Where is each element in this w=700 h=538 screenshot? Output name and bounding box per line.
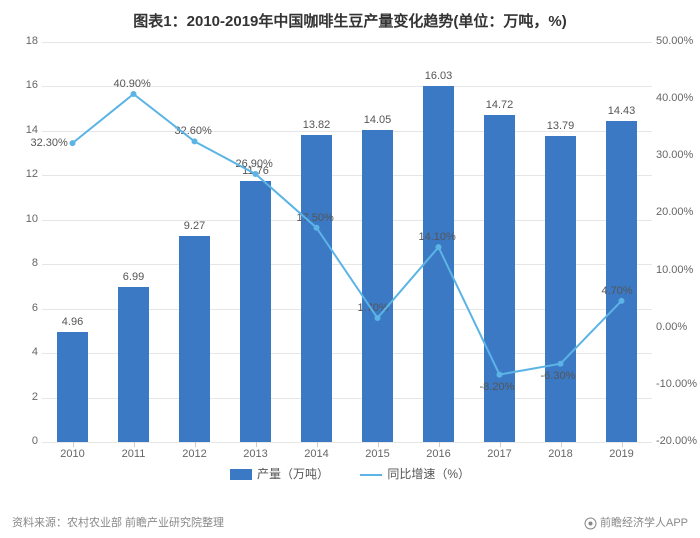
x-axis-label: 2013 — [243, 448, 267, 460]
y1-axis-label: 10 — [12, 213, 38, 225]
line-marker — [375, 315, 381, 321]
source-text: 资料来源：农村农业部 前瞻产业研究院整理 — [12, 517, 224, 529]
line-marker — [436, 244, 442, 250]
legend: 产量（万吨） 同比增速（%） — [0, 465, 700, 482]
x-tick — [317, 442, 318, 447]
brand-text: 前瞻经济学人APP — [584, 514, 688, 530]
line-marker — [131, 91, 137, 97]
line-series — [42, 42, 652, 442]
y1-axis-label: 16 — [12, 79, 38, 91]
y1-axis-label: 2 — [12, 391, 38, 403]
legend-bar-swatch — [230, 469, 252, 480]
x-axis-label: 2010 — [60, 448, 84, 460]
line-marker — [558, 361, 564, 367]
x-tick — [622, 442, 623, 447]
y2-axis-label: 0.00% — [656, 321, 700, 333]
y1-axis-label: 4 — [12, 346, 38, 358]
eye-icon — [584, 517, 597, 530]
line-marker — [619, 298, 625, 304]
y1-axis-label: 18 — [12, 35, 38, 47]
y2-axis-label: -20.00% — [656, 435, 700, 447]
y1-axis-label: 6 — [12, 302, 38, 314]
legend-bar-label: 产量（万吨） — [257, 467, 329, 481]
x-axis-label: 2017 — [487, 448, 511, 460]
line-marker — [497, 372, 503, 378]
line-marker — [192, 138, 198, 144]
x-tick — [195, 442, 196, 447]
y1-axis-label: 14 — [12, 124, 38, 136]
y1-axis-label: 0 — [12, 435, 38, 447]
x-axis-label: 2018 — [548, 448, 572, 460]
chart-title: 图表1：2010-2019年中国咖啡生豆产量变化趋势(单位：万吨，%) — [0, 0, 700, 31]
x-axis-label: 2011 — [122, 448, 146, 460]
line-marker — [314, 225, 320, 231]
legend-bar-item: 产量（万吨） — [230, 465, 329, 482]
y2-axis-label: 30.00% — [656, 149, 700, 161]
y2-axis-label: 50.00% — [656, 35, 700, 47]
y1-axis-label: 12 — [12, 168, 38, 180]
chart-area: 024681012141618-20.00%-10.00%0.00%10.00%… — [42, 42, 652, 442]
x-tick — [134, 442, 135, 447]
legend-line-item: 同比增速（%） — [360, 465, 470, 482]
x-tick — [500, 442, 501, 447]
x-axis-label: 2019 — [609, 448, 633, 460]
x-tick — [439, 442, 440, 447]
x-tick — [73, 442, 74, 447]
y2-axis-label: -10.00% — [656, 378, 700, 390]
x-axis-label: 2016 — [426, 448, 450, 460]
x-tick — [561, 442, 562, 447]
x-tick — [378, 442, 379, 447]
x-axis-label: 2015 — [365, 448, 389, 460]
y2-axis-label: 10.00% — [656, 264, 700, 276]
legend-line-swatch — [360, 474, 382, 476]
y2-axis-label: 40.00% — [656, 92, 700, 104]
x-axis-label: 2012 — [182, 448, 206, 460]
x-axis-label: 2014 — [304, 448, 328, 460]
footer: 资料来源：农村农业部 前瞻产业研究院整理 前瞻经济学人APP — [12, 514, 688, 530]
line-marker — [70, 140, 76, 146]
y1-axis-label: 8 — [12, 257, 38, 269]
growth-line — [73, 94, 622, 375]
line-marker — [253, 171, 259, 177]
y2-axis-label: 20.00% — [656, 206, 700, 218]
legend-line-label: 同比增速（%） — [387, 467, 470, 481]
x-tick — [256, 442, 257, 447]
